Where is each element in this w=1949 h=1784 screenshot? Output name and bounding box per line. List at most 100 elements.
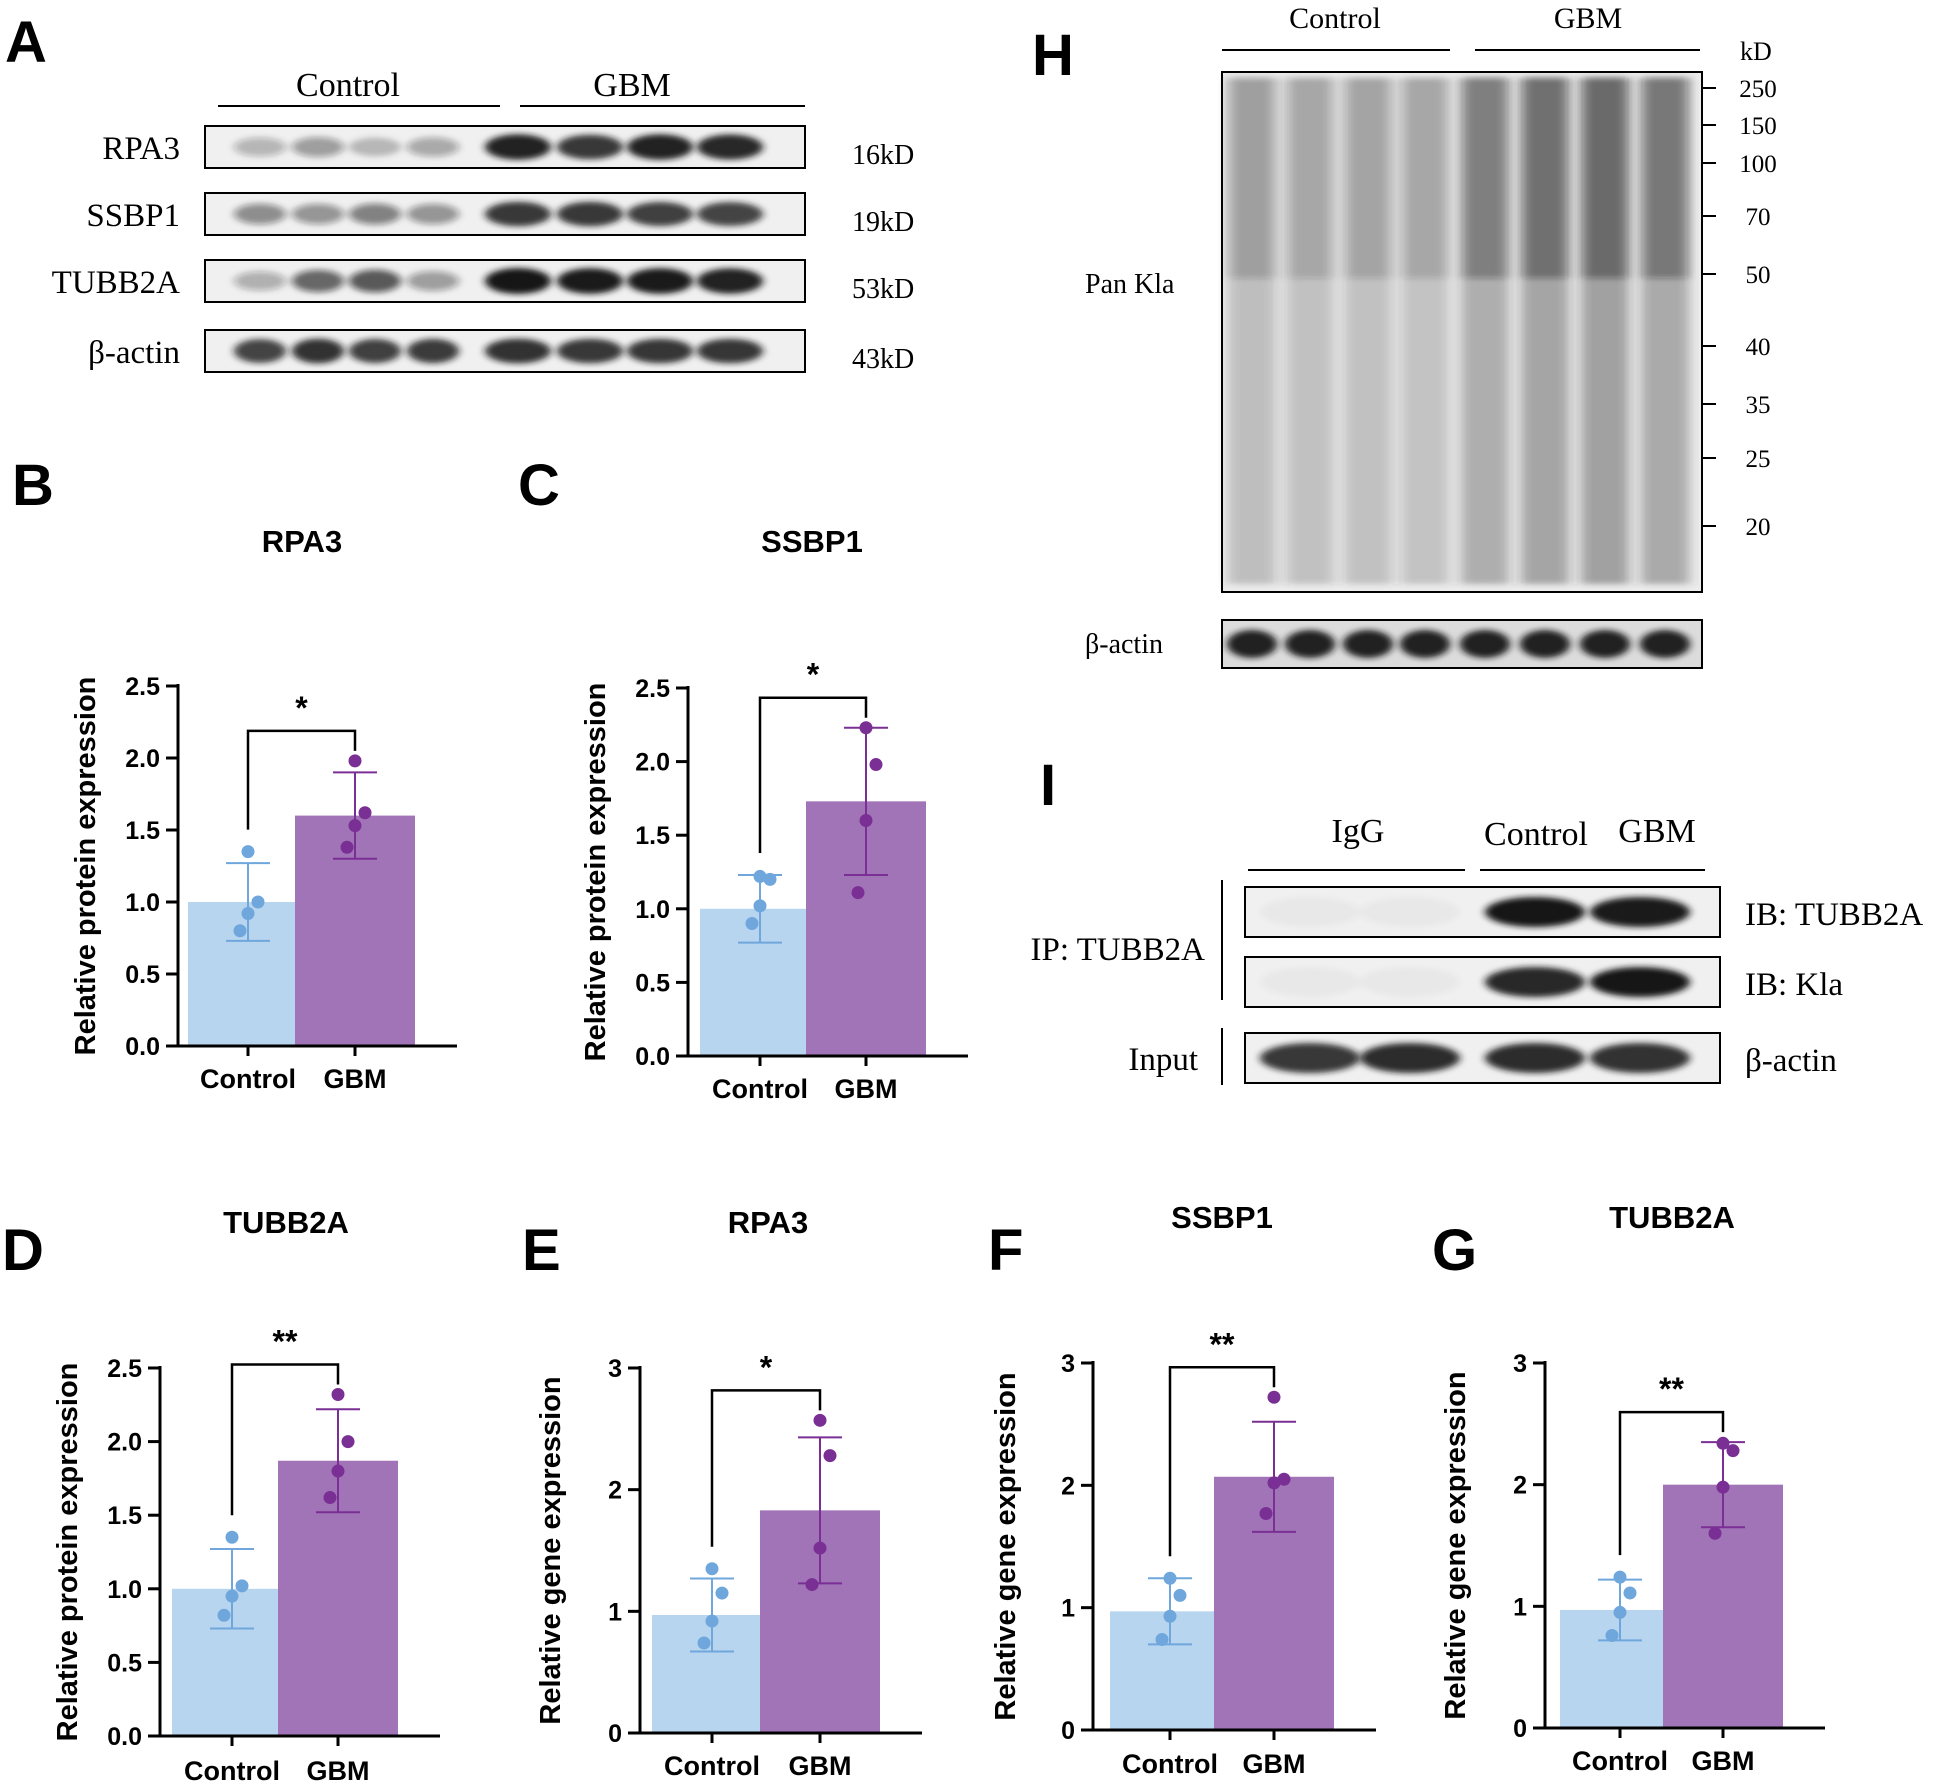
chart-y-tick-label: 0.5 bbox=[107, 1649, 142, 1677]
panel-h-lane-upper bbox=[1643, 78, 1687, 278]
panel-a-band bbox=[697, 202, 763, 226]
panel-a-band bbox=[557, 268, 623, 294]
panel-h-lane-upper bbox=[1403, 78, 1447, 278]
bar-charts: RPA3 Relative protein expression 0.0 0.5 1.0… bbox=[52, 524, 1825, 1784]
panel-a-row-label: TUBB2A bbox=[52, 265, 181, 301]
panel-i-input-label: Input bbox=[1128, 1042, 1198, 1078]
chart-y-axis-label: Relative protein expression bbox=[70, 677, 102, 1056]
panel-a-band bbox=[292, 137, 344, 157]
chart-data-point bbox=[348, 819, 362, 833]
chart-y-tick-label: 1.0 bbox=[635, 896, 670, 924]
chart-x-tick-label: Control bbox=[1122, 1749, 1218, 1779]
chart-significance-bracket bbox=[1168, 1366, 1276, 1557]
panel-h-actin-band bbox=[1640, 630, 1690, 658]
panel-a-band bbox=[627, 134, 693, 160]
panel-h-marker-label: 40 bbox=[1746, 334, 1771, 361]
panel-i-band bbox=[1590, 967, 1690, 997]
panel-h-actin-band bbox=[1460, 630, 1510, 658]
panel-a-band bbox=[627, 338, 693, 364]
panel-a-band bbox=[234, 203, 286, 225]
chart-y-tick-label: 2.5 bbox=[107, 1355, 142, 1383]
chart-y-tick-label: 0.0 bbox=[635, 1043, 670, 1071]
panel-a-row-label: SSBP1 bbox=[86, 198, 180, 234]
chart-data-point bbox=[1613, 1570, 1627, 1584]
panel-i-band bbox=[1590, 1043, 1690, 1073]
panel-a-band bbox=[349, 338, 401, 364]
chart-y-tick-label: 1.5 bbox=[107, 1502, 142, 1530]
panel-i-band bbox=[1485, 897, 1585, 927]
panel-a-band bbox=[349, 203, 401, 225]
chart-y-tick-label: 1 bbox=[1513, 1593, 1527, 1621]
panel-i-blot-strip bbox=[1244, 886, 1721, 938]
panel-a-band bbox=[557, 201, 623, 227]
chart-y-axis-label: Relative gene expression bbox=[535, 1376, 567, 1724]
panel-i-band bbox=[1360, 897, 1460, 927]
chart-title: SSBP1 bbox=[1171, 1200, 1273, 1235]
panel-a-band bbox=[292, 269, 344, 293]
chart-significance-bracket bbox=[710, 1389, 822, 1547]
chart-data-point bbox=[805, 1578, 819, 1592]
chart-x-tick-label: GBM bbox=[307, 1756, 370, 1784]
panel-a-band bbox=[627, 268, 693, 294]
chart-y-tick-label: 1.0 bbox=[125, 889, 160, 917]
chart-y-tick-label: 3 bbox=[608, 1355, 622, 1383]
chart-data-point bbox=[753, 899, 767, 913]
chart-data-point bbox=[753, 869, 767, 883]
chart-data-point bbox=[348, 754, 362, 768]
chart-data-point bbox=[1267, 1390, 1281, 1404]
panel-a-size-label: 19kD bbox=[852, 207, 914, 238]
panel-h-marker-label: 20 bbox=[1746, 514, 1771, 541]
chart-panel-g: TUBB2A Relative gene expression 0 1 2 3 Contro… bbox=[1440, 1200, 1825, 1776]
chart-data-point bbox=[1716, 1436, 1730, 1450]
chart-data-point bbox=[1259, 1506, 1273, 1520]
panel-a-band bbox=[485, 134, 551, 160]
panel-a-band bbox=[407, 203, 459, 225]
chart-data-point bbox=[715, 1586, 729, 1600]
chart-y-tick-label: 2.0 bbox=[635, 749, 670, 777]
chart-data-point bbox=[241, 845, 255, 859]
panel-i-row-label: IB: Kla bbox=[1745, 967, 1843, 1003]
panel-letter-h: H bbox=[1032, 23, 1074, 88]
panel-h-actin-band bbox=[1400, 630, 1450, 658]
panel-i-group-label: IgG bbox=[1332, 813, 1385, 850]
panel-a-band bbox=[349, 137, 401, 157]
panel-h-lane-upper bbox=[1463, 78, 1507, 278]
chart-data-point bbox=[859, 721, 873, 735]
chart-significance-bracket bbox=[246, 729, 357, 830]
chart-data-point bbox=[705, 1614, 719, 1628]
panel-h-actin-band bbox=[1343, 630, 1393, 658]
panel-i-band bbox=[1260, 967, 1360, 997]
chart-y-tick-label: 2 bbox=[608, 1477, 622, 1505]
panel-letter-a: A bbox=[5, 10, 47, 75]
chart-significance-bracket bbox=[758, 696, 868, 853]
chart-significance-label: ** bbox=[1659, 1371, 1684, 1407]
chart-panel-e: RPA3 Relative gene expression 0 1 2 3 Control G… bbox=[535, 1205, 922, 1781]
panel-i-row-label: IB: TUBB2A bbox=[1745, 897, 1923, 933]
chart-title: RPA3 bbox=[262, 524, 342, 559]
chart-y-tick-label: 0.0 bbox=[125, 1033, 160, 1061]
panel-h-pan-kla-blot: Control GBM kD 250 150 100 70 50 40 35 25 20 Pan Kla… bbox=[1085, 2, 1777, 669]
chart-x-tick-label: GBM bbox=[835, 1074, 898, 1104]
chart-panel-b: RPA3 Relative protein expression 0.0 0.5 1.0… bbox=[70, 524, 457, 1094]
chart-x-tick-label: Control bbox=[1572, 1746, 1668, 1776]
chart-data-point bbox=[1267, 1476, 1281, 1490]
panel-a-band bbox=[234, 271, 286, 291]
chart-y-tick-label: 2.0 bbox=[107, 1429, 142, 1457]
chart-y-axis-label: Relative gene expression bbox=[1440, 1371, 1472, 1719]
panel-letter-f: F bbox=[988, 1218, 1023, 1283]
panel-h-actin-band bbox=[1520, 630, 1570, 658]
chart-significance-label: ** bbox=[273, 1323, 298, 1359]
panel-h-marker-label: 250 bbox=[1739, 76, 1777, 103]
panel-h-lane-upper bbox=[1230, 78, 1274, 278]
panel-i-band bbox=[1260, 1043, 1360, 1073]
chart-y-tick-label: 1 bbox=[608, 1598, 622, 1626]
chart-significance-bracket bbox=[230, 1363, 340, 1516]
chart-data-point bbox=[1163, 1609, 1177, 1623]
chart-y-axis-label: Relative gene expression bbox=[990, 1372, 1022, 1720]
chart-data-point bbox=[745, 917, 759, 931]
panel-letter-g: G bbox=[1432, 1218, 1477, 1283]
chart-data-point bbox=[697, 1636, 711, 1650]
chart-data-point bbox=[1623, 1586, 1637, 1600]
chart-y-tick-label: 3 bbox=[1513, 1350, 1527, 1378]
